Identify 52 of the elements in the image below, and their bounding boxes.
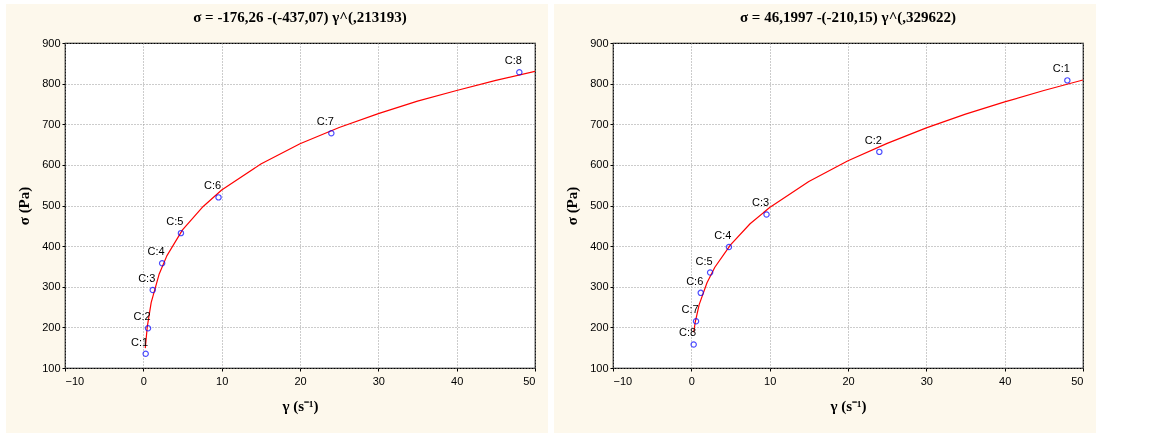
- annotation: C:7: [681, 303, 699, 316]
- x-tick-label: 50: [1071, 374, 1084, 387]
- y-tick-label: 500: [42, 199, 61, 211]
- y-tick-label: 400: [42, 239, 61, 252]
- y-tick-label: 500: [590, 199, 609, 211]
- y-tick-label: 100: [42, 361, 61, 374]
- x-tick-label: 30: [372, 374, 385, 387]
- x-tick-label: −10: [65, 374, 85, 387]
- y-tick-label: 400: [590, 239, 609, 252]
- annotation: C:1: [1052, 62, 1070, 75]
- y-tick-label: 900: [590, 36, 609, 49]
- annotation: C:8: [504, 54, 522, 67]
- y-tick-label: 100: [590, 361, 609, 374]
- x-axis-title: γ (s⁻¹): [829, 397, 867, 415]
- y-tick-label: 900: [42, 36, 61, 49]
- x-tick-label: −10: [613, 374, 633, 387]
- x-tick-label: 20: [842, 374, 855, 387]
- y-tick-label: 600: [590, 158, 609, 171]
- annotation: C:7: [316, 115, 334, 128]
- x-tick-label: 0: [688, 374, 695, 387]
- y-tick-label: 700: [42, 117, 61, 130]
- annotation: C:6: [686, 274, 704, 287]
- y-axis-title: σ (Pa): [16, 186, 34, 226]
- y-tick-label: 300: [42, 280, 61, 293]
- y-tick-label: 300: [590, 280, 609, 293]
- y-tick-label: 800: [590, 77, 609, 90]
- annotation: C:5: [166, 215, 184, 228]
- x-tick-label: 0: [140, 374, 147, 387]
- x-tick-label: 20: [294, 374, 307, 387]
- annotation: C:4: [714, 228, 732, 241]
- y-tick-label: 800: [42, 77, 61, 90]
- x-tick-label: 40: [999, 374, 1012, 387]
- annotation: C:4: [147, 245, 165, 258]
- chart-title: σ = 46,1997 -(-210,15) γ^(,329622): [739, 9, 957, 26]
- annotation: C:3: [138, 272, 156, 284]
- x-axis-title: γ (s⁻¹): [281, 397, 319, 415]
- x-tick-label: 30: [920, 374, 933, 387]
- y-tick-label: 700: [590, 117, 609, 130]
- annotation: C:8: [679, 326, 697, 339]
- x-tick-label: 40: [451, 374, 464, 387]
- annotation: C:6: [203, 179, 222, 192]
- y-tick-label: 200: [42, 320, 61, 333]
- x-tick-label: 50: [523, 374, 536, 387]
- annotation: C:2: [864, 133, 882, 146]
- x-tick-label: 10: [764, 374, 777, 387]
- annotation: C:5: [695, 254, 713, 267]
- annotation: C:3: [751, 196, 770, 209]
- y-axis-title: σ (Pa): [564, 186, 582, 226]
- x-tick-label: 10: [216, 374, 229, 387]
- chart-title: σ = -176,26 -(-437,07) γ^(,213193): [193, 9, 407, 26]
- y-tick-label: 200: [590, 320, 609, 333]
- y-tick-label: 600: [42, 158, 61, 171]
